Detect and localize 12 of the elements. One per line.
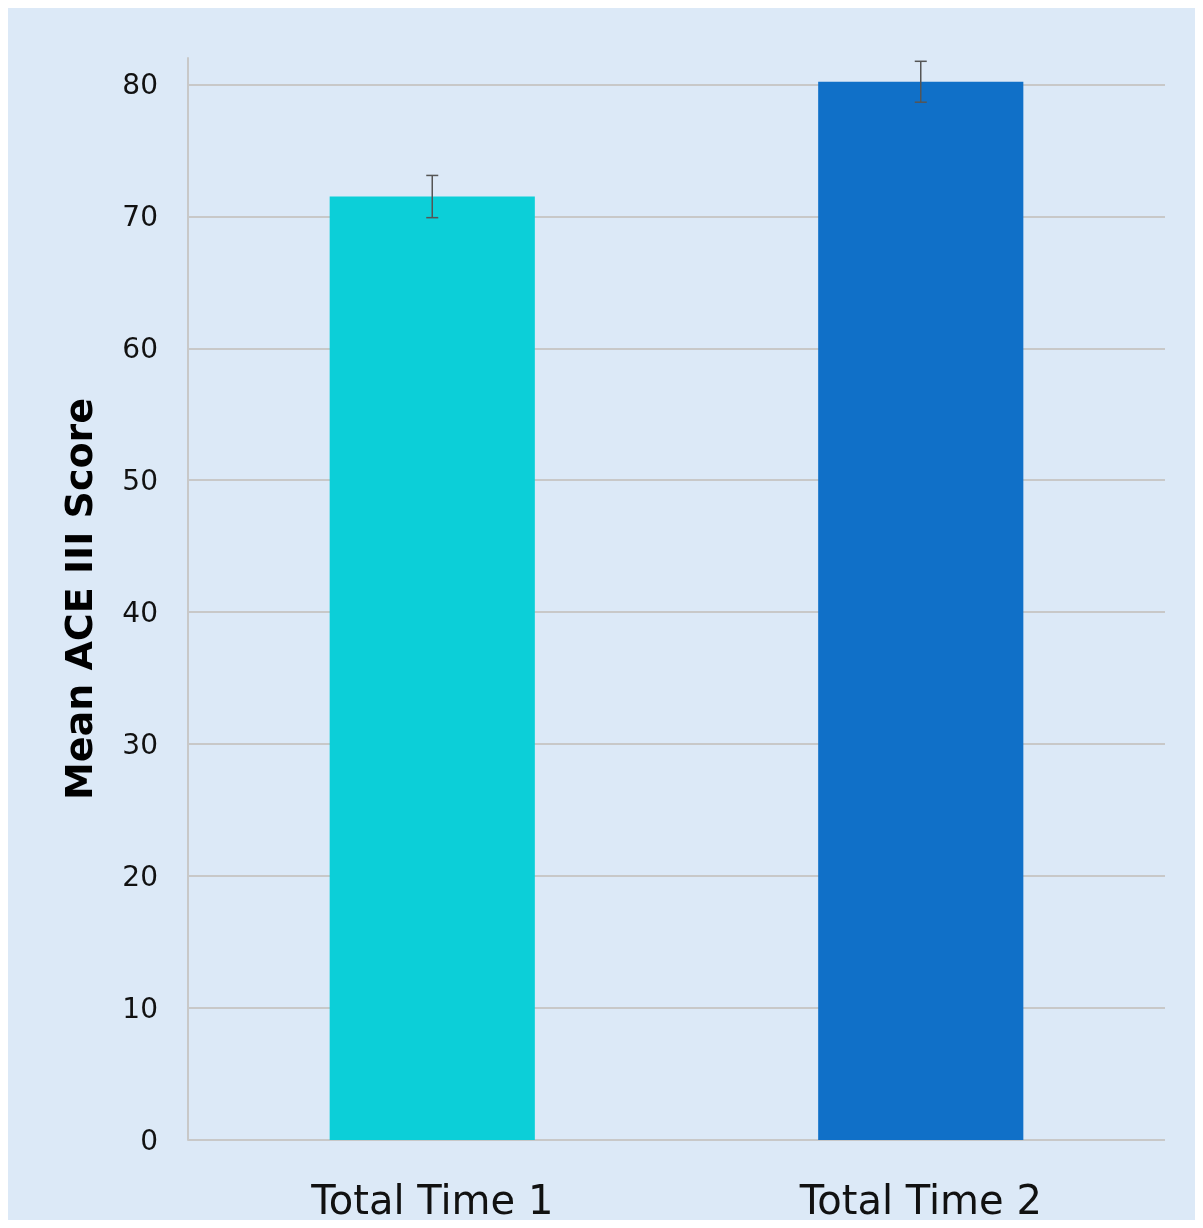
y-tick-label: 20 [122,859,158,893]
y-tick-label: 30 [122,727,158,761]
x-tick-label: Total Time 2 [798,1177,1042,1223]
y-tick-label: 10 [122,991,158,1025]
y-tick-label: 50 [122,463,158,497]
y-tick-label: 40 [122,595,158,629]
y-axis-title: Mean ACE III Score [57,397,101,801]
y-tick-label: 60 [122,331,158,365]
y-tick-label: 0 [140,1123,158,1157]
y-tick-label: 70 [122,199,158,233]
x-tick-label: Total Time 1 [310,1177,554,1223]
y-tick-label: 80 [122,67,158,101]
